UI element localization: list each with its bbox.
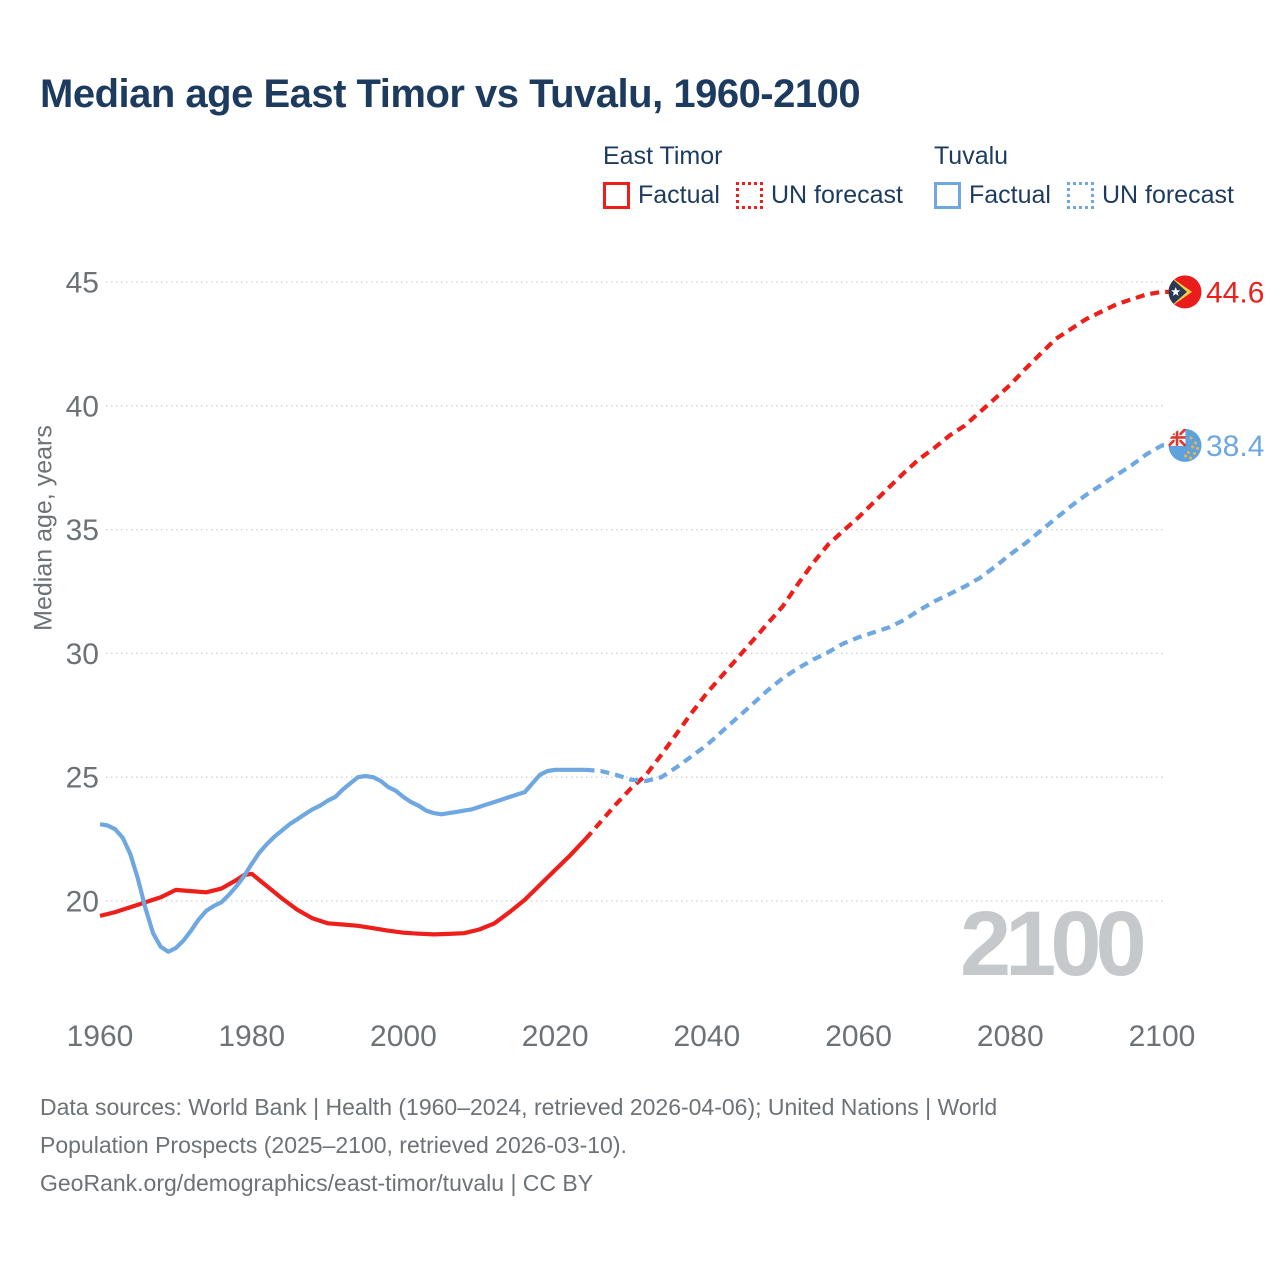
x-tick-label: 2000 — [370, 1020, 437, 1053]
legend-group-title: Tuvalu — [933, 142, 1009, 170]
legend-group-tuvalu: Tuvalu Factual UN forecast — [933, 142, 1234, 210]
x-tick-label: 2080 — [977, 1020, 1044, 1053]
series-line-tuvalu-forecast — [585, 443, 1172, 783]
y-tick-label: 25 — [66, 762, 99, 795]
x-tick-label: 2100 — [1129, 1020, 1196, 1053]
legend-swatch-solid-icon — [603, 182, 630, 209]
y-tick-label: 45 — [66, 267, 99, 300]
end-marker-layer: 44.6 — [1168, 275, 1264, 463]
tuvalu-flag-icon — [1168, 428, 1202, 462]
legend-item-label: Factual — [638, 181, 720, 209]
y-tick-label: 20 — [66, 886, 99, 919]
legend-row: Factual UN forecast — [603, 181, 903, 210]
legend-item-label: Factual — [968, 181, 1051, 209]
series-line-east-timor-factual — [99, 837, 588, 937]
series-line-east-timor-forecast — [583, 289, 1172, 841]
legend-swatch-dotted-icon — [735, 182, 763, 209]
y-tick-label: 40 — [66, 390, 99, 423]
east-timor-end-value: 44.6 — [1206, 276, 1264, 309]
x-tick-label: 2040 — [673, 1020, 740, 1053]
footer: Data sources: World Bank | Health (1960–… — [40, 1088, 997, 1202]
tuvalu-end-value: 38.4 — [1206, 430, 1264, 463]
legend-row: Factual UN forecast — [933, 181, 1234, 210]
legend-item-un-forecast: UN forecast — [735, 181, 903, 210]
footer-line: Data sources: World Bank | Health (1960–… — [40, 1094, 998, 1120]
legend-item-label: UN forecast — [1101, 181, 1234, 209]
legend-swatch-dotted-icon — [1066, 182, 1094, 209]
watermark-2100: 2100 — [960, 893, 1147, 995]
legend-group-east-timor: East Timor Factual UN forecast — [603, 144, 903, 210]
x-tick-label: 1980 — [218, 1020, 285, 1053]
footer-line: Population Prospects (2025–2100, retriev… — [40, 1132, 627, 1158]
legend: East Timor Factual UN forecast Tuvalu Factua… — [603, 144, 1234, 210]
legend-group-title: East Timor — [603, 142, 723, 170]
plot-dynamic-layer: 20 25 30 35 40 45 1960 1980 2000 2020 2040 2060 2080… — [66, 267, 1196, 1054]
east-timor-flag-icon — [1168, 275, 1202, 309]
x-tick-label: 2060 — [825, 1020, 892, 1053]
legend-item-factual: Factual — [933, 181, 1051, 210]
series-line-tuvalu-factual — [99, 767, 586, 954]
footer-line: GeoRank.org/demographics/east-timor/tuva… — [40, 1170, 594, 1196]
legend-item-un-forecast: UN forecast — [1066, 181, 1234, 210]
y-tick-label: 30 — [66, 638, 99, 671]
x-tick-label: 1960 — [67, 1020, 134, 1053]
legend-item-label: UN forecast — [770, 181, 903, 209]
y-tick-label: 35 — [66, 514, 99, 547]
legend-item-factual: Factual — [603, 181, 720, 210]
x-tick-label: 2020 — [522, 1020, 589, 1053]
page-title: Median age East Timor vs Tuvalu, 1960-21… — [40, 72, 861, 116]
legend-swatch-solid-icon — [933, 182, 961, 209]
